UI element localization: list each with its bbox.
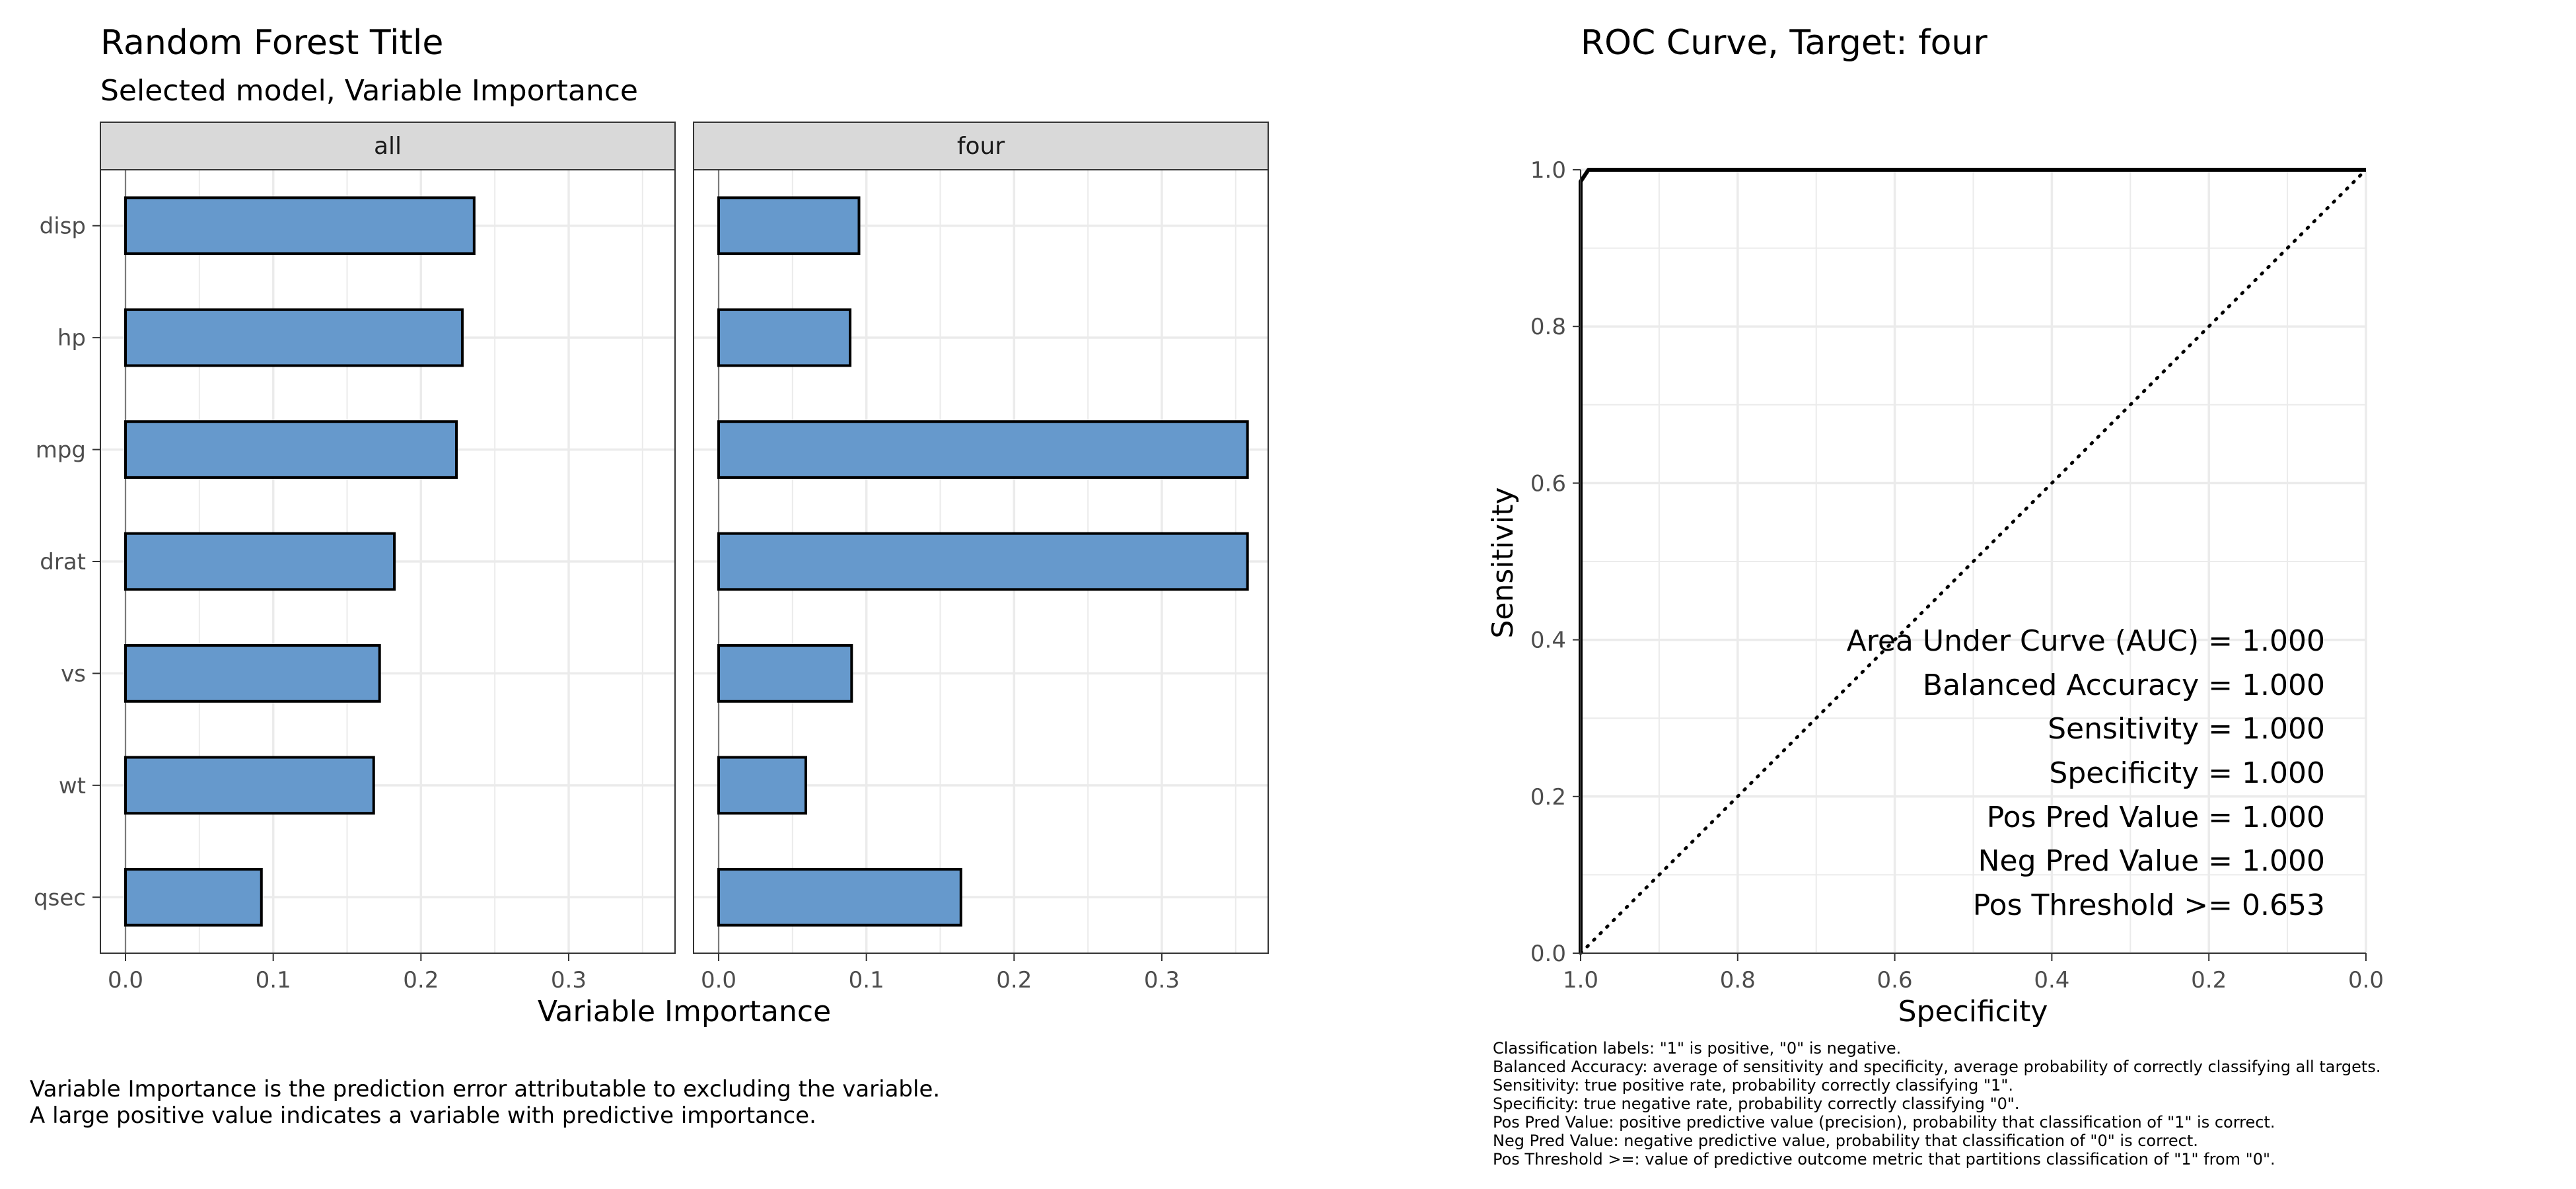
right-y-axis-label: Sensitivity — [1486, 487, 1520, 638]
facet-strip-label: four — [957, 133, 1005, 160]
right-title: ROC Curve, Target: four — [1581, 23, 1987, 63]
bar-all-qsec — [124, 867, 263, 927]
bar-four-hp — [717, 308, 852, 367]
bar-four-vs — [717, 644, 853, 703]
roc-y-tick-label: 0.0 — [1530, 941, 1566, 967]
stat-sensitivity: Sensitivity = 1.000 — [2048, 712, 2325, 746]
y-category-label-qsec: qsec — [34, 884, 86, 911]
y-category-label-disp: disp — [40, 213, 86, 240]
x-tick-label: 0.3 — [1144, 967, 1180, 993]
bar-all-wt — [124, 756, 375, 815]
variable-importance-chart: all 0.0 0.1 0.2 0.3 four 0.0 0.1 0.2 0.3 disp hp mpg… — [34, 122, 1269, 993]
roc-x-tick-label: 0.4 — [2034, 967, 2069, 993]
facet-strip-label: all — [374, 133, 402, 160]
left-x-axis-label: Variable Importance — [538, 995, 831, 1028]
bar-all-drat — [124, 532, 396, 591]
roc-y-tick-label: 0.2 — [1530, 784, 1566, 811]
stat-auc: Area Under Curve (AUC) = 1.000 — [1847, 624, 2325, 658]
stat-specificity: Specificity = 1.000 — [2049, 756, 2325, 790]
bar-four-drat — [717, 532, 1249, 591]
y-category-label-hp: hp — [57, 325, 86, 351]
footnote-4: Specificity: true negative rate, probabi… — [1493, 1095, 2020, 1113]
roc-y-tick-label: 1.0 — [1530, 157, 1566, 184]
bar-all-mpg — [124, 420, 458, 479]
y-category-label-drat: drat — [40, 549, 86, 575]
facet-panel-all: all 0.0 0.1 0.2 0.3 — [100, 122, 676, 993]
stat-pos-threshold: Pos Threshold >= 0.653 — [1973, 888, 2325, 922]
footnote-2: Balanced Accuracy: average of sensitivit… — [1493, 1058, 2380, 1076]
roc-x-tick-label: 0.6 — [1877, 967, 1913, 993]
stat-balanced-accuracy: Balanced Accuracy = 1.000 — [1923, 668, 2325, 702]
roc-x-tick-label: 0.8 — [1720, 967, 1756, 993]
roc-y-tick-label: 0.4 — [1530, 628, 1566, 654]
bar-four-mpg — [717, 420, 1249, 479]
roc-y-tick-label: 0.6 — [1530, 470, 1566, 497]
bar-four-qsec — [717, 867, 962, 927]
footnote-7: Pos Threshold >=: value of predictive ou… — [1493, 1150, 2275, 1169]
footnote-5: Pos Pred Value: positive predictive valu… — [1493, 1113, 2275, 1132]
roc-y-tick-label: 0.8 — [1530, 314, 1566, 340]
y-category-label-mpg: mpg — [36, 437, 86, 464]
left-note-line-1: Variable Importance is the prediction er… — [30, 1076, 940, 1102]
roc-stats-block: Area Under Curve (AUC) = 1.000 Balanced … — [1847, 624, 2325, 922]
x-tick-label: 0.0 — [701, 967, 736, 993]
y-category-label-vs: vs — [61, 661, 86, 687]
roc-x-tick-label: 0.0 — [2348, 967, 2384, 993]
bar-four-disp — [717, 196, 861, 256]
bar-all-disp — [124, 196, 476, 256]
stat-neg-pred-value: Neg Pred Value = 1.000 — [1978, 844, 2325, 878]
stat-pos-pred-value: Pos Pred Value = 1.000 — [1987, 801, 2325, 834]
facet-panel-four: four 0.0 0.1 0.2 0.3 — [693, 122, 1269, 993]
left-subtitle: Selected model, Variable Importance — [100, 74, 638, 108]
bar-all-hp — [124, 308, 464, 367]
facet-strip — [693, 122, 1269, 170]
roc-reference-line — [1579, 168, 2368, 955]
x-tick-label: 0.2 — [996, 967, 1032, 993]
x-tick-label: 0.1 — [256, 967, 291, 993]
x-tick-label: 0.3 — [551, 967, 587, 993]
footnote-6: Neg Pred Value: negative predictive valu… — [1493, 1132, 2198, 1150]
right-x-axis-label: Specificity — [1898, 995, 2048, 1028]
panel-border — [693, 169, 1269, 954]
y-category-label-wt: wt — [59, 773, 86, 799]
bar-all-vs — [124, 644, 381, 703]
roc-x-tick-label: 0.2 — [2191, 967, 2227, 993]
left-title: Random Forest Title — [100, 23, 443, 63]
x-tick-label: 0.2 — [403, 967, 439, 993]
x-tick-label: 0.0 — [108, 967, 143, 993]
left-note-line-2: A large positive value indicates a varia… — [30, 1102, 816, 1129]
footnote-3: Sensitivity: true positive rate, probabi… — [1493, 1076, 2013, 1095]
roc-footnotes: Classification labels: "1" is positive, … — [1493, 1039, 2380, 1169]
bar-four-wt — [717, 756, 807, 815]
footnote-1: Classification labels: "1" is positive, … — [1493, 1039, 1901, 1058]
facet-strip — [100, 122, 676, 170]
x-tick-label: 0.1 — [849, 967, 884, 993]
roc-x-tick-label: 1.0 — [1563, 967, 1598, 993]
roc-curve-chart: 1.0 0.8 0.6 0.4 0.2 0.0 0.0 0.2 0.4 0.6 0.8 1.0 — [1530, 157, 2384, 993]
